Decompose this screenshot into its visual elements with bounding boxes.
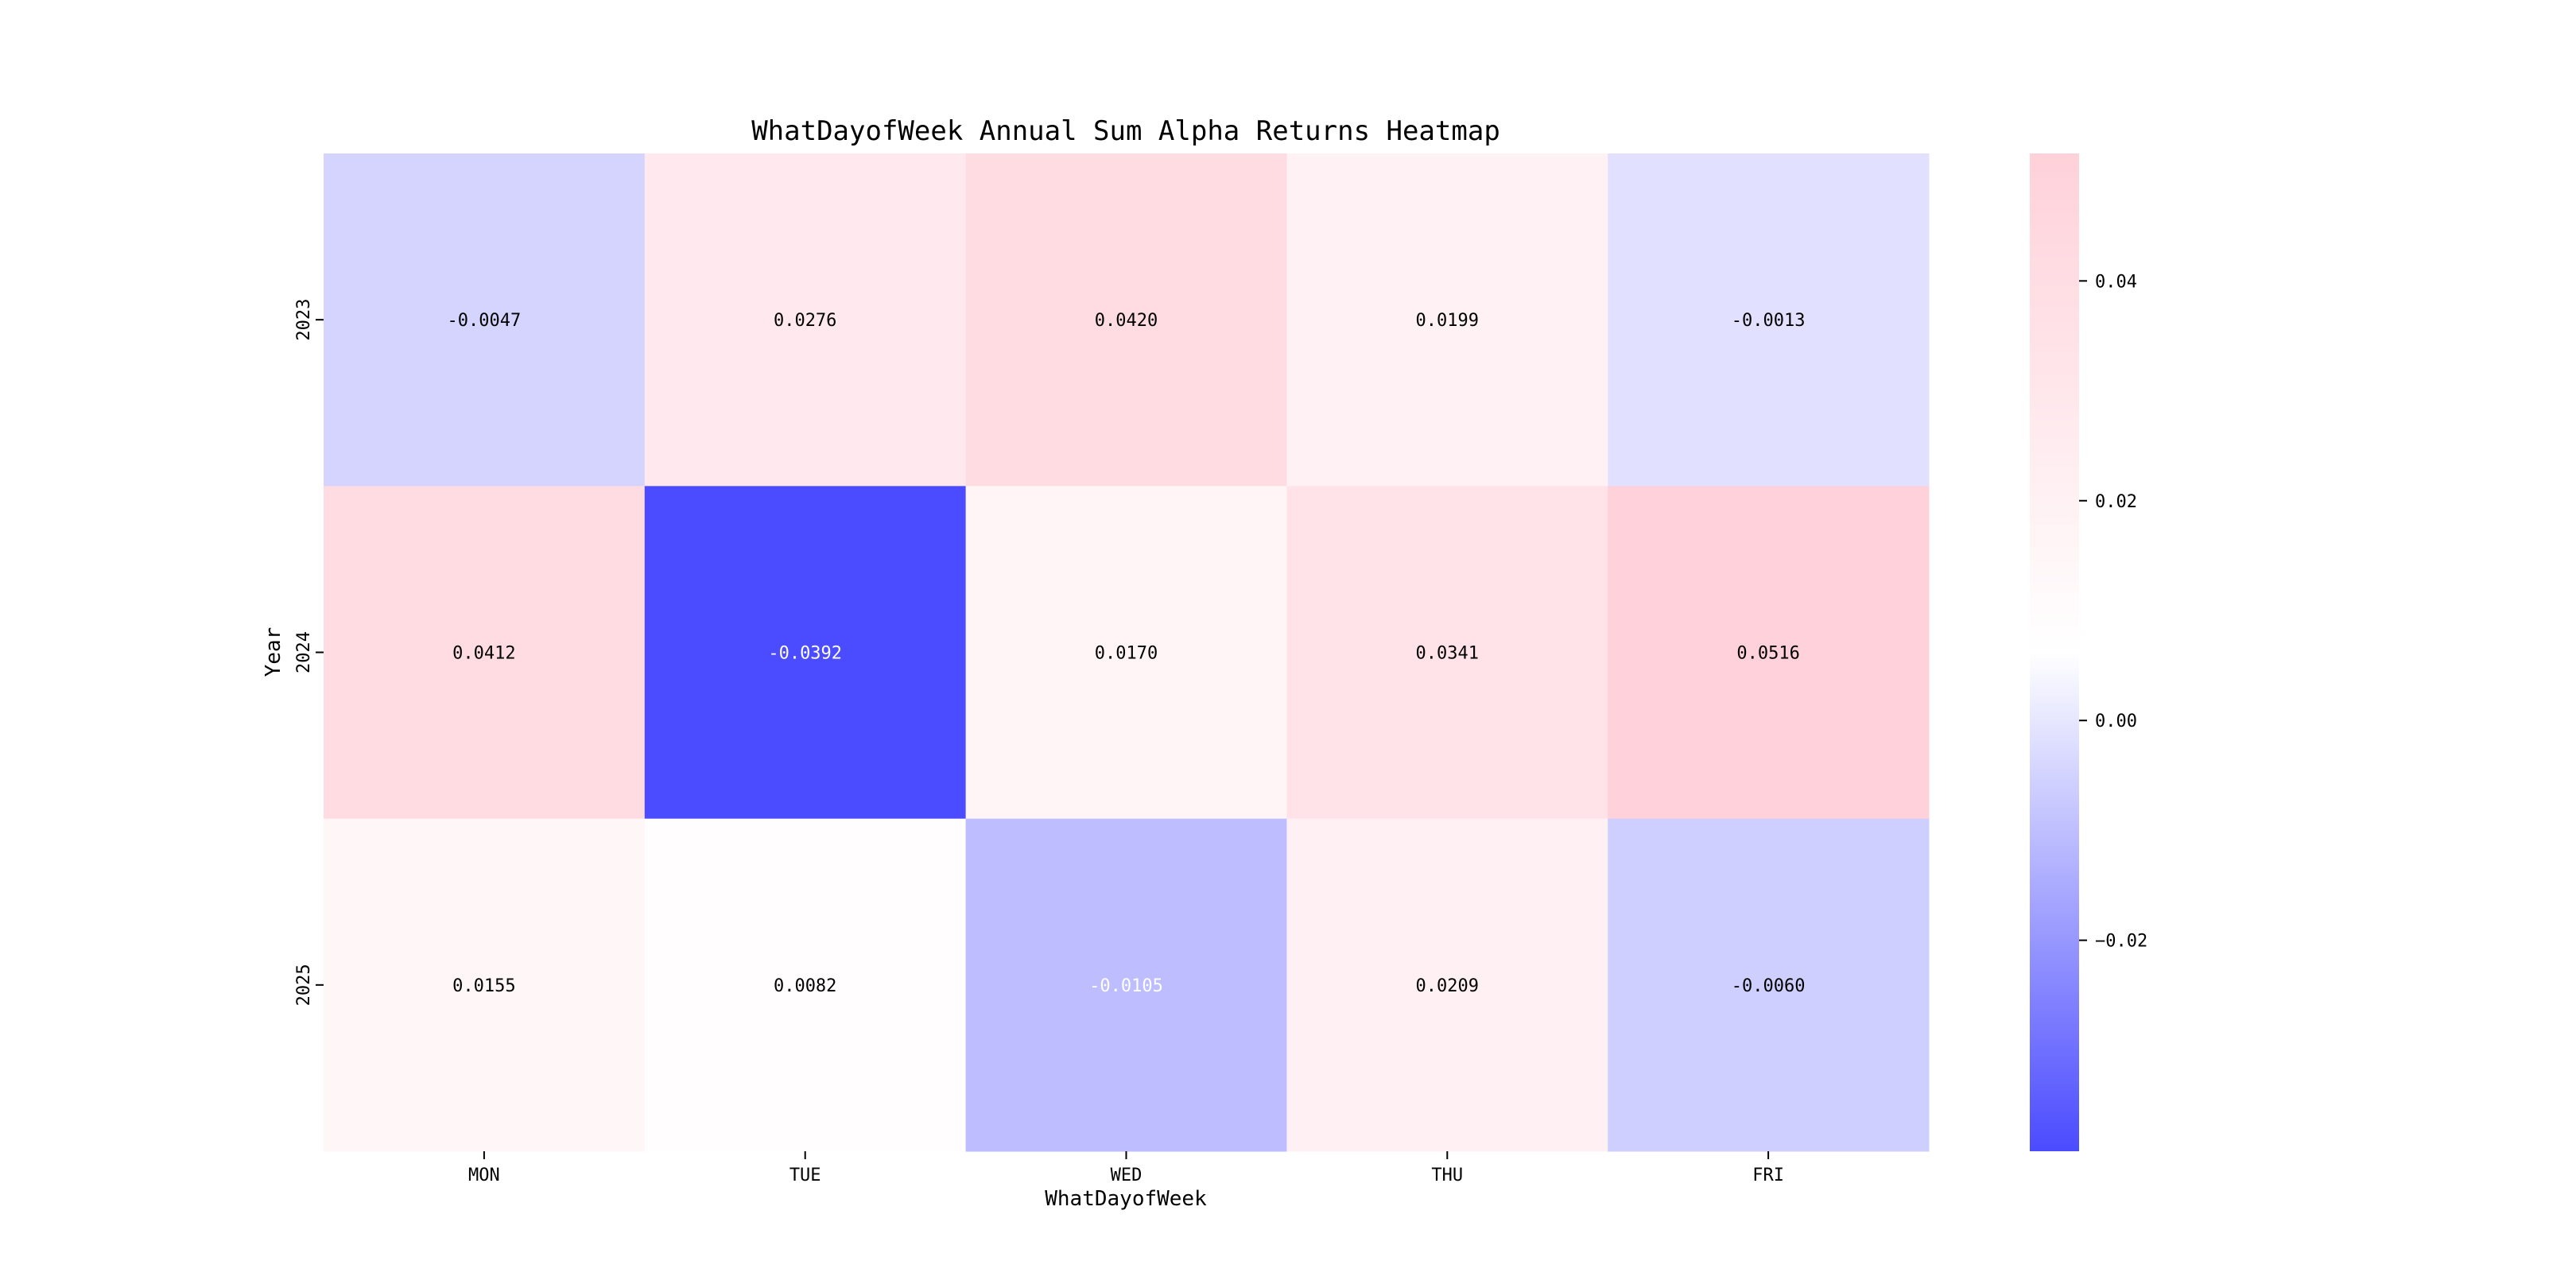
colorbar-tick-label: 0.02 [2095, 492, 2137, 512]
heatmap-cell [965, 153, 1287, 487]
y-axis-label: Year [262, 627, 285, 677]
colorbar [2030, 153, 2079, 1151]
chart-title: WhatDayofWeek Annual Sum Alpha Returns H… [751, 115, 1500, 147]
x-tick-label: FRI [1752, 1166, 1784, 1185]
cell-annotation: -0.0013 [1732, 311, 1806, 331]
x-tick-label: WED [1111, 1166, 1143, 1185]
x-axis: MON TUE WED THU FRI [468, 1151, 1784, 1185]
x-tick-label: TUE [789, 1166, 821, 1185]
heatmap-cell [324, 818, 646, 1152]
heatmap-cell [1286, 153, 1608, 487]
x-tick-label: MON [468, 1166, 500, 1185]
heatmap-cell [965, 486, 1287, 820]
y-tick-label: 2023 [294, 299, 314, 341]
y-axis: 2023 2024 2025 [294, 299, 324, 1006]
colorbar-ticks: 0.04 0.02 0.00 −0.02 [2079, 272, 2147, 952]
x-tick-label: THU [1431, 1166, 1463, 1185]
heatmap-cell [1286, 486, 1608, 820]
heatmap-cell [644, 818, 967, 1152]
cell-annotation: -0.0060 [1732, 976, 1806, 996]
heatmap-cell [965, 818, 1287, 1152]
x-axis-label: WhatDayofWeek [1045, 1187, 1207, 1211]
heatmap-cell [1286, 818, 1608, 1152]
heatmap-cell [1608, 153, 1930, 487]
cell-annotation: -0.0105 [1089, 976, 1163, 996]
cell-annotation: 0.0170 [1095, 644, 1158, 664]
cell-annotation: 0.0276 [774, 311, 836, 331]
heatmap-cell [1608, 486, 1930, 820]
heatmap-cell [644, 486, 967, 820]
colorbar-tick-label: 0.00 [2095, 712, 2137, 731]
heatmap-cell [1608, 818, 1930, 1152]
cell-annotation: 0.0209 [1416, 976, 1479, 996]
cell-annotation: -0.0047 [448, 311, 522, 331]
colorbar-tick-label: 0.04 [2095, 272, 2137, 292]
cell-annotation: 0.0341 [1416, 644, 1479, 664]
cell-annotation: 0.0155 [452, 976, 515, 996]
heatmap-cells: -0.0047 0.0276 0.0420 0.0199 -0.0013 0.0412 -0… [324, 153, 1930, 1152]
cell-annotation: 0.0420 [1095, 311, 1158, 331]
y-tick-label: 2025 [294, 964, 314, 1006]
heatmap-cell [644, 153, 967, 487]
cell-annotation: -0.0392 [768, 644, 842, 664]
cell-annotation: 0.0082 [774, 976, 836, 996]
heatmap-cell [324, 486, 646, 820]
cell-annotation: 0.0412 [452, 644, 515, 664]
cell-annotation: 0.0516 [1736, 644, 1799, 664]
heatmap-cell [324, 153, 646, 487]
colorbar-tick-label: −0.02 [2095, 932, 2147, 952]
y-tick-label: 2024 [294, 631, 314, 673]
cell-annotation: 0.0199 [1416, 311, 1479, 331]
